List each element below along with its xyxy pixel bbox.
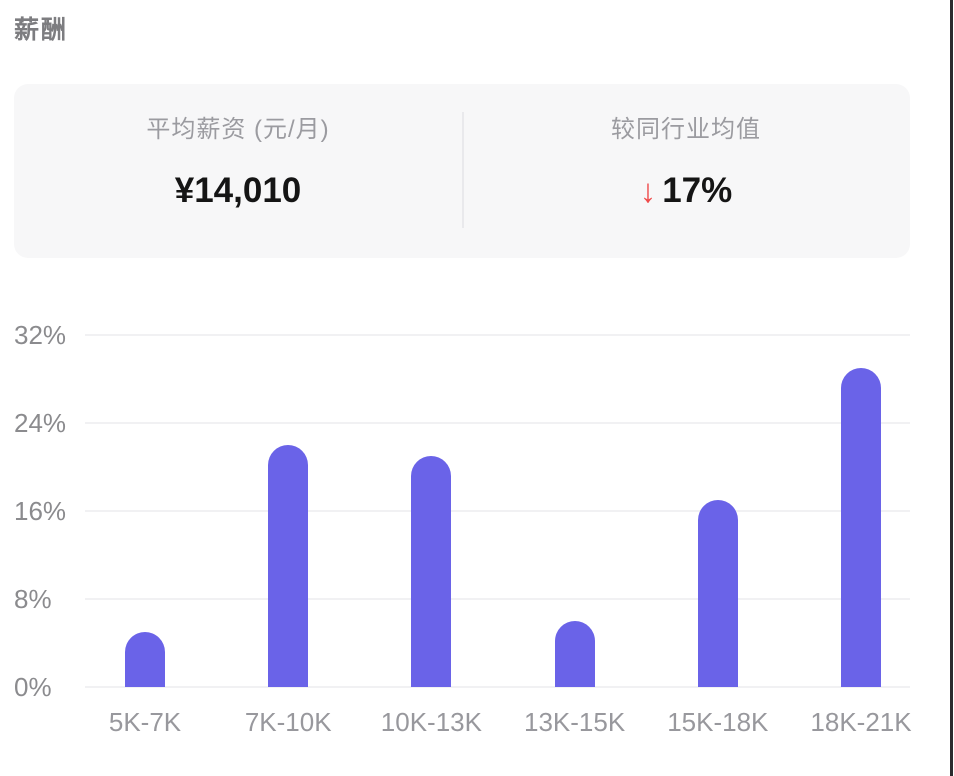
- chart-bar-10K-13K[interactable]: [411, 456, 452, 687]
- industry-comparison-stat: 较同行业均值 ↓ 17%: [462, 84, 910, 258]
- y-axis-tick-label: 24%: [14, 408, 67, 438]
- gridline-0%: [85, 686, 910, 688]
- x-axis-category-label: 13K-15K: [524, 707, 626, 737]
- y-axis-tick-label: 0%: [14, 672, 52, 702]
- vertical-divider: [462, 112, 464, 228]
- x-axis-category-label: 5K-7K: [108, 707, 182, 737]
- gridline-8%: [85, 598, 910, 600]
- industry-comparison-value: 17%: [662, 171, 733, 210]
- chart-bar-15K-18K[interactable]: [697, 500, 738, 687]
- salary-summary-card: 平均薪资 (元/月) ¥14,010 较同行业均值 ↓ 17%: [14, 84, 910, 258]
- chart-bar-5K-7K[interactable]: [125, 632, 165, 687]
- y-axis-tick-label: 8%: [14, 584, 52, 614]
- x-axis-category-label: 10K-13K: [380, 707, 482, 737]
- x-axis-category-label: 15K-18K: [667, 707, 769, 737]
- y-axis-tick-label: 32%: [14, 320, 67, 350]
- average-salary-label: 平均薪资 (元/月): [146, 116, 330, 143]
- industry-comparison-value-row: ↓ 17%: [640, 167, 733, 215]
- chart-bar-13K-15K[interactable]: [554, 621, 595, 687]
- x-axis-category-label: 18K-21K: [810, 707, 912, 737]
- chart-bar-7K-10K[interactable]: [268, 445, 309, 687]
- page-title: 薪酬: [14, 16, 69, 44]
- x-axis-category-label: 7K-10K: [244, 707, 332, 737]
- gridline-16%: [85, 510, 910, 512]
- average-salary-value: ¥14,010: [174, 171, 302, 210]
- chart-bar-18K-21K[interactable]: [841, 368, 881, 687]
- arrow-down-icon: ↓: [639, 172, 657, 209]
- industry-comparison-label: 较同行业均值: [611, 116, 761, 143]
- average-salary-stat: 平均薪资 (元/月) ¥14,010: [14, 84, 462, 258]
- gridline-24%: [85, 422, 910, 424]
- gridline-32%: [85, 334, 910, 336]
- window-right-border: [950, 0, 953, 776]
- y-axis-tick-label: 16%: [14, 496, 67, 526]
